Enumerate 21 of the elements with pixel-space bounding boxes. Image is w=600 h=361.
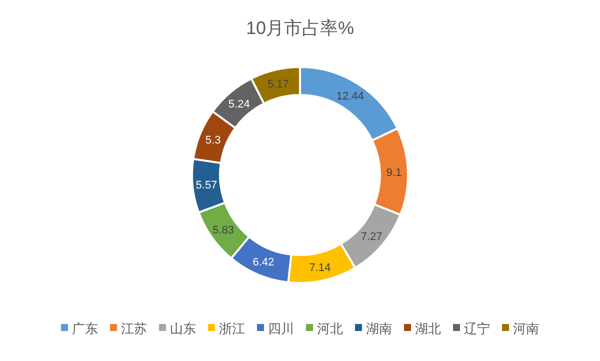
- legend-label: 湖南: [366, 321, 392, 336]
- data-label: 6.42: [252, 256, 274, 269]
- legend-label: 山东: [170, 321, 196, 336]
- legend-label: 江苏: [121, 321, 147, 336]
- legend-label: 四川: [268, 321, 294, 336]
- chart-title: 10月市占率%: [246, 18, 354, 38]
- data-label: 5.17: [268, 78, 289, 91]
- legend-label: 河北: [317, 321, 343, 336]
- legend-label: 湖北: [415, 321, 441, 336]
- legend-label: 广东: [72, 321, 98, 336]
- data-label: 12.44: [336, 90, 364, 102]
- legend-label: 辽宁: [464, 321, 490, 336]
- data-label: 7.14: [309, 262, 331, 274]
- legend-label: 河南: [513, 321, 539, 336]
- data-label: 5.24: [228, 98, 250, 110]
- data-label: 5.57: [196, 180, 218, 192]
- data-label: 5.3: [205, 134, 221, 146]
- data-label: 9.1: [386, 166, 402, 179]
- data-label: 7.27: [360, 230, 382, 243]
- data-label: 5.83: [212, 224, 234, 236]
- legend-label: 浙江: [219, 321, 245, 336]
